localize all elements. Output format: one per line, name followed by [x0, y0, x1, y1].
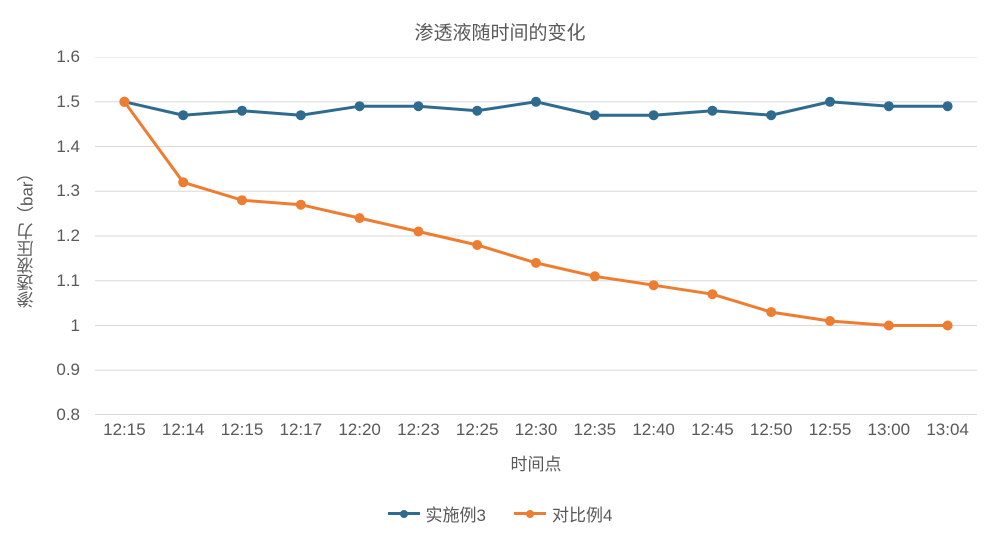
x-tick: 13:00 — [868, 420, 911, 440]
series-marker — [825, 97, 835, 107]
x-tick: 12:20 — [338, 420, 381, 440]
legend-item-1: 对比例4 — [514, 501, 612, 526]
y-tick: 1.3 — [56, 181, 80, 201]
series-marker — [590, 271, 600, 281]
chart-title: 渗透液随时间的变化 — [0, 18, 1000, 45]
x-tick: 12:45 — [691, 420, 734, 440]
series-marker — [943, 321, 953, 331]
series-marker — [649, 110, 659, 120]
series-marker — [531, 97, 541, 107]
y-tick: 1.1 — [56, 271, 80, 291]
legend-swatch — [388, 512, 420, 515]
series-marker — [237, 106, 247, 116]
series-marker — [884, 321, 894, 331]
y-tick: 1.4 — [56, 137, 80, 157]
series-marker — [825, 316, 835, 326]
legend-label: 实施例3 — [426, 501, 486, 526]
series-marker — [884, 101, 894, 111]
series-marker — [119, 97, 129, 107]
legend-label: 对比例4 — [552, 501, 612, 526]
legend: 实施例3 对比例4 — [0, 500, 1000, 526]
y-tick: 1.5 — [56, 92, 80, 112]
x-tick: 12:15 — [103, 420, 146, 440]
x-tick: 12:15 — [221, 420, 264, 440]
plot-area — [95, 57, 977, 415]
series-marker — [707, 289, 717, 299]
x-tick: 12:30 — [515, 420, 558, 440]
series-marker — [707, 106, 717, 116]
series-marker — [296, 200, 306, 210]
x-tick: 12:35 — [574, 420, 617, 440]
series-marker — [472, 106, 482, 116]
x-tick: 12:55 — [809, 420, 852, 440]
series-marker — [472, 240, 482, 250]
series-marker — [355, 101, 365, 111]
series-marker — [178, 110, 188, 120]
y-tick: 1.6 — [56, 47, 80, 67]
x-tick: 12:40 — [632, 420, 675, 440]
series-marker — [590, 110, 600, 120]
series-line-1 — [124, 102, 947, 326]
x-tick: 12:17 — [280, 420, 323, 440]
x-axis-label: 时间点 — [95, 450, 977, 475]
series-marker — [355, 213, 365, 223]
x-tick: 13:04 — [926, 420, 969, 440]
series-marker — [413, 101, 423, 111]
series-marker — [296, 110, 306, 120]
y-tick: 0.8 — [56, 405, 80, 425]
series-marker — [531, 258, 541, 268]
y-tick: 0.9 — [56, 360, 80, 380]
legend-swatch — [514, 512, 546, 515]
y-tick-labels: 0.80.911.11.21.31.41.51.6 — [0, 57, 88, 415]
series-marker — [943, 101, 953, 111]
y-tick: 1.2 — [56, 226, 80, 246]
y-tick: 1 — [71, 316, 80, 336]
legend-item-0: 实施例3 — [388, 501, 486, 526]
x-tick: 12:14 — [162, 420, 205, 440]
x-tick: 12:23 — [397, 420, 440, 440]
plot-svg — [95, 57, 977, 415]
line-chart: 渗透液随时间的变化 渗透液压力（bar） 0.80.911.11.21.31.4… — [0, 0, 1000, 547]
series-marker — [237, 195, 247, 205]
series-marker — [649, 280, 659, 290]
series-marker — [178, 177, 188, 187]
x-tick: 12:25 — [456, 420, 499, 440]
x-tick: 12:50 — [750, 420, 793, 440]
series-marker — [766, 110, 776, 120]
series-marker — [766, 307, 776, 317]
series-marker — [413, 227, 423, 237]
